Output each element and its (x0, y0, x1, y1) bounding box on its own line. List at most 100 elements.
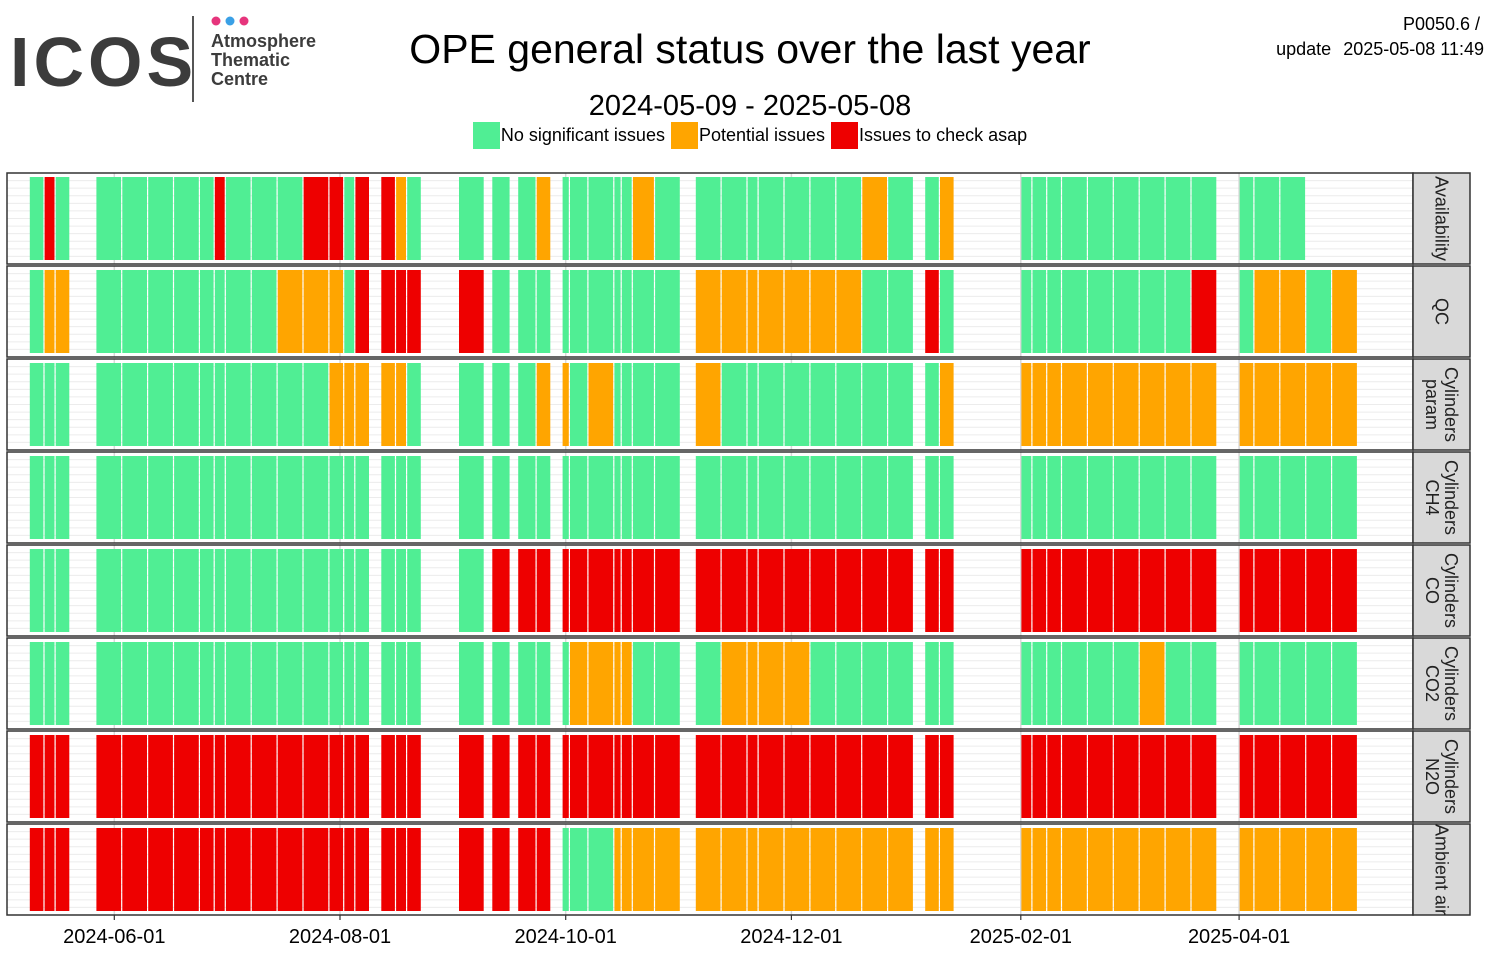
status-cell (1113, 735, 1139, 818)
status-cell (570, 456, 588, 539)
update-info: P0050.6 / update 2025-05-08 11:49 (1276, 12, 1484, 62)
status-cell (518, 363, 536, 446)
status-cell (381, 270, 395, 353)
status-cell (55, 177, 70, 260)
status-cell (277, 828, 303, 911)
status-cell (174, 270, 199, 353)
status-cell (1047, 549, 1061, 632)
status-cell (588, 363, 614, 446)
status-cell (1032, 177, 1047, 260)
status-cell (459, 363, 484, 446)
status-cell (1113, 177, 1139, 260)
status-cell (1032, 270, 1047, 353)
status-cell (225, 363, 251, 446)
status-cell (1306, 828, 1331, 911)
status-cell (174, 549, 199, 632)
legend-item-green: No significant issues (472, 121, 665, 149)
status-cell (536, 177, 551, 260)
status-cell (1113, 363, 1139, 446)
facet-label: CylindersCO2 (1422, 646, 1461, 721)
status-cell (459, 270, 484, 353)
status-cell (200, 642, 214, 725)
status-cell (810, 642, 836, 725)
status-cell (1032, 642, 1047, 725)
status-cell (396, 549, 406, 632)
status-cell (1239, 456, 1254, 539)
status-cell (381, 549, 395, 632)
status-cell (1254, 735, 1280, 818)
status-cell (1062, 456, 1087, 539)
status-cell (1088, 642, 1113, 725)
status-cell (492, 270, 510, 353)
status-cell (721, 642, 747, 725)
legend-swatch-orange (670, 121, 698, 149)
status-cell (492, 456, 510, 539)
status-cell (1165, 363, 1191, 446)
status-cell (747, 735, 758, 818)
status-cell (1280, 642, 1306, 725)
status-cell (329, 642, 344, 725)
status-cell (407, 735, 421, 818)
status-cell (758, 363, 784, 446)
status-cell (1165, 549, 1191, 632)
legend-item-red: Issues to check asap (831, 121, 1027, 149)
status-cell (1047, 642, 1061, 725)
status-cell (518, 177, 536, 260)
status-cell (381, 456, 395, 539)
facet-label-line: Cylinders (1441, 367, 1461, 442)
status-cell (570, 549, 588, 632)
status-cell (695, 363, 721, 446)
status-cell (96, 270, 122, 353)
status-cell (784, 363, 810, 446)
status-cell (536, 828, 551, 911)
status-cell (1021, 270, 1032, 353)
status-cell (888, 363, 913, 446)
status-cell (344, 270, 355, 353)
status-cell (758, 549, 784, 632)
update-value: 2025-05-08 11:49 (1343, 39, 1484, 59)
status-cell (784, 177, 810, 260)
status-cell (784, 549, 810, 632)
status-cell (96, 456, 122, 539)
status-cell (96, 177, 122, 260)
x-tick-label: 2024-10-01 (515, 926, 617, 948)
status-cell (1280, 456, 1306, 539)
x-tick-label: 2025-04-01 (1188, 926, 1290, 948)
status-cell (925, 735, 939, 818)
status-cell (148, 270, 173, 353)
status-cell (695, 456, 721, 539)
status-cell (747, 363, 758, 446)
status-cell (655, 363, 680, 446)
status-cell (940, 456, 954, 539)
status-cell (1047, 828, 1061, 911)
status-cell (721, 828, 747, 911)
status-cell (784, 270, 810, 353)
status-cell (695, 642, 721, 725)
status-cell (1280, 177, 1306, 260)
status-cell (721, 456, 747, 539)
status-cell (303, 735, 329, 818)
status-cell (888, 270, 913, 353)
status-cell (614, 270, 621, 353)
status-cell (200, 363, 214, 446)
status-cell (1062, 549, 1087, 632)
status-cell (1254, 456, 1280, 539)
facet-label: Cylindersparam (1422, 367, 1461, 442)
status-cell (329, 270, 344, 353)
status-cell (355, 828, 369, 911)
status-cell (148, 735, 173, 818)
x-tick-label: 2024-06-01 (63, 926, 165, 948)
status-cell (492, 177, 510, 260)
status-cell (1032, 549, 1047, 632)
status-cell (836, 363, 862, 446)
status-cell (29, 828, 44, 911)
status-cell (381, 642, 395, 725)
facet-label-line: Cylinders (1441, 553, 1461, 628)
status-cell (784, 456, 810, 539)
status-cell (1254, 270, 1280, 353)
facet-label: CylindersCO (1422, 553, 1461, 628)
status-cell (459, 642, 484, 725)
status-cell (925, 642, 939, 725)
status-cell (1165, 642, 1191, 725)
facet-strip (1412, 637, 1471, 730)
